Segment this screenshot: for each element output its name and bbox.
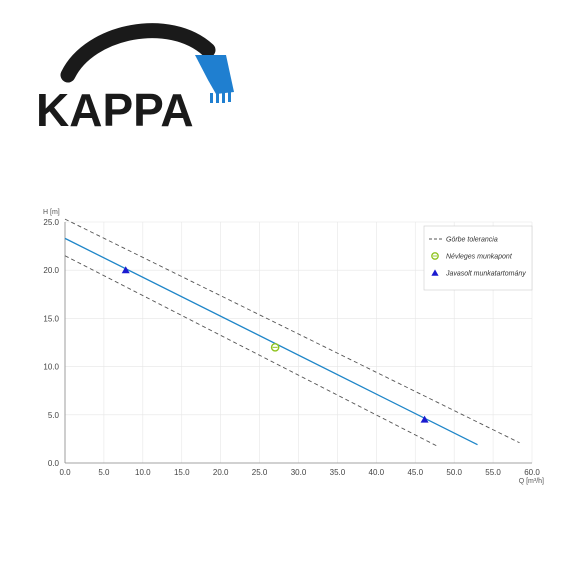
brand-name: KAPPA [36,84,194,136]
chart-axes: 0.0 5.0 10.0 15.0 20.0 25.0 30.0 35.0 40.0 45.0 50… [43,209,544,485]
legend-range-label: Javasolt munkatartomány [445,271,526,278]
x-tick-label: 25.0 [252,468,268,477]
excavator-bucket-icon [195,55,234,103]
x-tick-label: 40.0 [369,468,385,477]
x-tick-label: 15.0 [174,468,190,477]
x-tick-label: 0.0 [59,468,71,477]
y-tick-label: 15.0 [43,314,59,323]
upper-tolerance-line [64,218,520,444]
x-tick-label: 45.0 [407,468,423,477]
chart-series [64,218,520,447]
y-tick-label: 10.0 [43,363,59,372]
legend-tolerance-label: Görbe tolerancia [446,237,498,244]
nominal-point-marker [270,343,280,352]
legend-box [423,225,533,291]
range-point-marker [121,266,130,274]
y-axis-label: H [m] [43,209,60,216]
x-axis-label: Q [m³/h] [519,478,544,485]
x-tick-label: 50.0 [446,468,462,477]
x-tick-label: 10.0 [135,468,151,477]
legend-range-swatch [431,269,439,276]
chart-legend: Görbe tolerancia Névleges munkapont Javaso… [423,225,533,291]
pump-curve-chart: 0.0 5.0 10.0 15.0 20.0 25.0 30.0 35.0 40.0 45.0 50… [43,209,544,485]
legend-nominal-label: Névleges munkapont [446,254,513,261]
pump-curve-line [64,237,478,446]
y-tick-label: 25.0 [43,218,59,227]
x-tick-label: 55.0 [485,468,501,477]
y-tick-label: 20.0 [43,266,59,275]
x-tick-label: 20.0 [213,468,229,477]
x-tick-label: 35.0 [330,468,346,477]
kappa-logo: KAPPA [36,23,234,136]
x-tick-label: 30.0 [291,468,307,477]
legend-nominal-swatch [431,252,439,260]
excavator-arm-arc [60,23,216,83]
range-point-marker [420,415,429,423]
y-tick-label: 5.0 [48,411,60,420]
y-tick-label: 0.0 [48,459,60,468]
x-tick-label: 60.0 [524,468,540,477]
lower-tolerance-line [64,255,437,447]
x-tick-label: 5.0 [98,468,110,477]
